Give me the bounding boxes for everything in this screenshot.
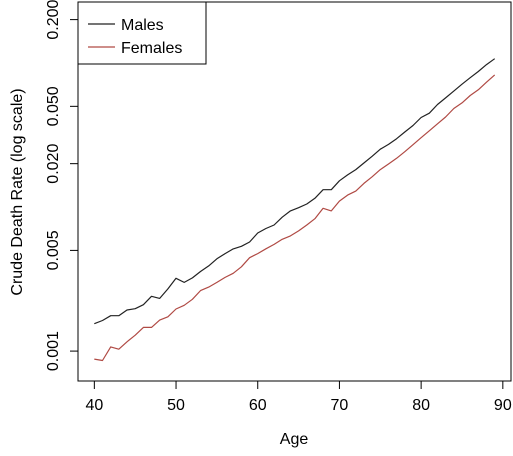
x-tick-label-40: 40 <box>85 397 103 414</box>
y-tick-label-0.005: 0.005 <box>45 230 62 270</box>
y-tick-label-0.001: 0.001 <box>45 331 62 371</box>
y-axis-title: Crude Death Rate (log scale) <box>9 88 26 295</box>
y-axis: 0.001 0.005 0.020 0.050 0.200 <box>45 0 79 371</box>
legend-label-females: Females <box>121 40 182 57</box>
y-tick-label-0.020: 0.020 <box>45 144 62 184</box>
y-tick-label-0.200: 0.200 <box>45 0 62 40</box>
x-axis: 40 50 60 70 80 90 <box>85 380 512 414</box>
legend: Males Females <box>77 1 207 65</box>
series-line-males <box>94 58 496 325</box>
series-line-females <box>94 74 496 362</box>
x-tick-label-80: 80 <box>412 397 430 414</box>
series-layer <box>94 58 496 362</box>
x-tick-label-60: 60 <box>249 397 267 414</box>
x-tick-label-90: 90 <box>494 397 512 414</box>
x-tick-label-70: 70 <box>331 397 349 414</box>
legend-label-males: Males <box>121 17 164 34</box>
legend-box <box>77 1 207 65</box>
y-tick-label-0.050: 0.050 <box>45 86 62 126</box>
x-tick-label-50: 50 <box>167 397 185 414</box>
x-axis-title: Age <box>280 431 309 448</box>
